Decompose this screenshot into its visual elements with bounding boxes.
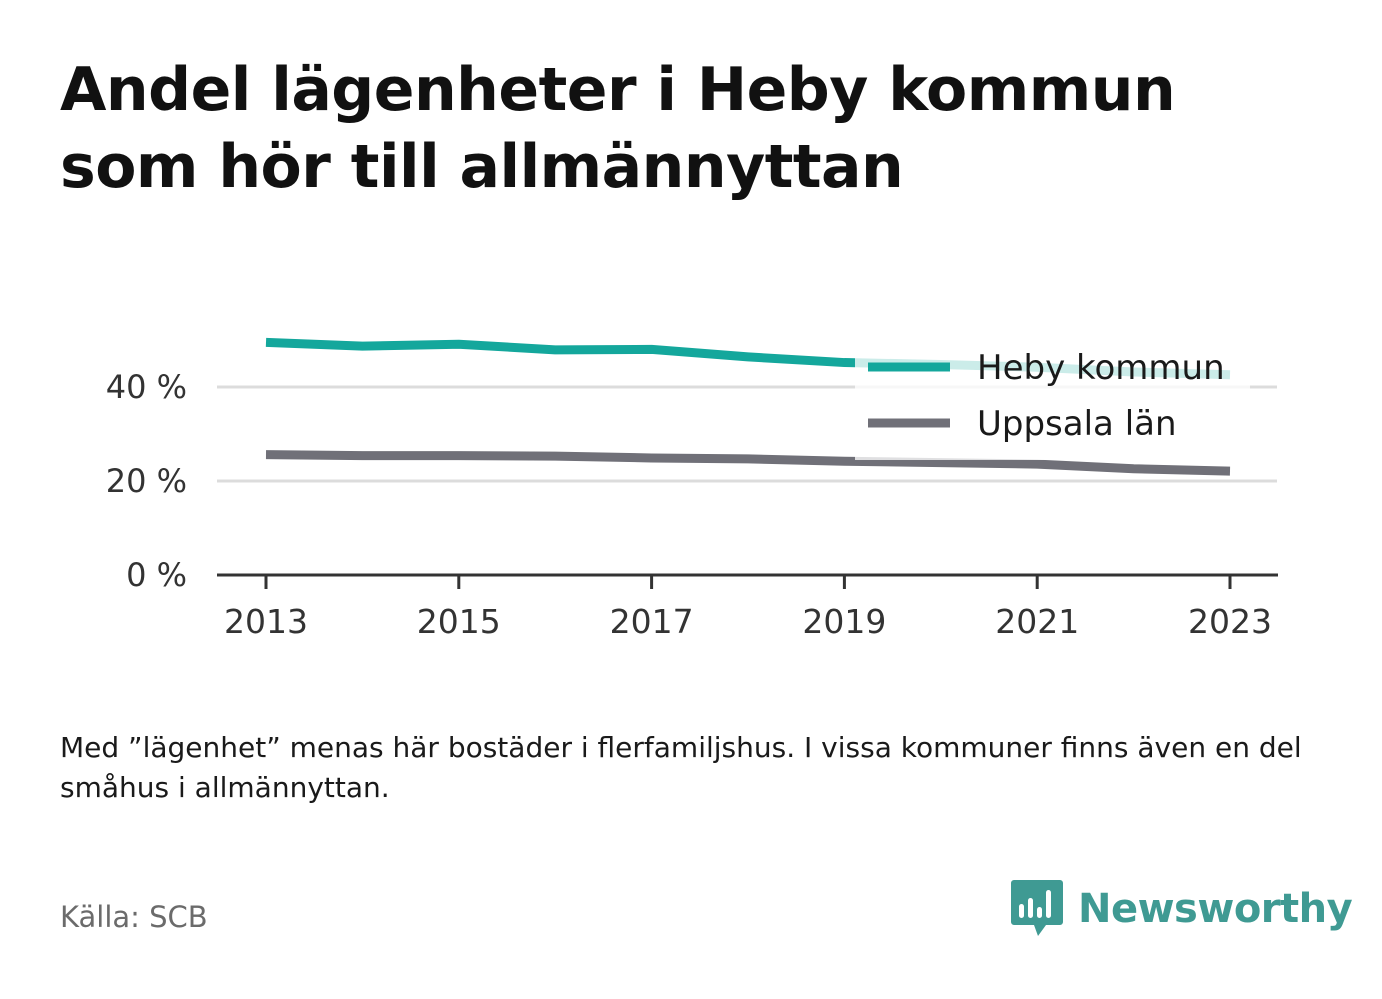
x-tick-label: 2021 (995, 602, 1079, 641)
y-axis-ticks: 0 % 20 % 40 % (106, 368, 187, 594)
y-tick-label: 20 % (106, 462, 187, 500)
legend-label: Uppsala län (977, 404, 1177, 444)
brand-logo: Newsworthy (1010, 878, 1353, 940)
x-tick-label: 2015 (417, 602, 501, 641)
x-tick-label: 2013 (224, 602, 308, 641)
x-axis: 2013 2015 2017 2019 2021 2023 (217, 573, 1278, 641)
x-tick-label: 2017 (610, 602, 694, 641)
x-tick-label: 2023 (1188, 602, 1272, 641)
x-tick-label: 2019 (802, 602, 886, 641)
y-tick-label: 40 % (106, 368, 187, 406)
brand-name: Newsworthy (1078, 886, 1353, 932)
chart-note: Med ”lägenhet” menas här bostäder i fler… (60, 731, 1302, 804)
legend-background (855, 336, 1250, 460)
legend: Heby kommun Uppsala län (855, 336, 1250, 460)
bar-chart-speech-bubble-icon (1011, 880, 1063, 936)
source-label: Källa: SCB (60, 900, 208, 934)
y-tick-label: 0 % (126, 556, 187, 594)
chart-title: Andel lägenheter i Heby kommun som hör t… (60, 55, 1176, 202)
legend-label: Heby kommun (977, 348, 1225, 388)
